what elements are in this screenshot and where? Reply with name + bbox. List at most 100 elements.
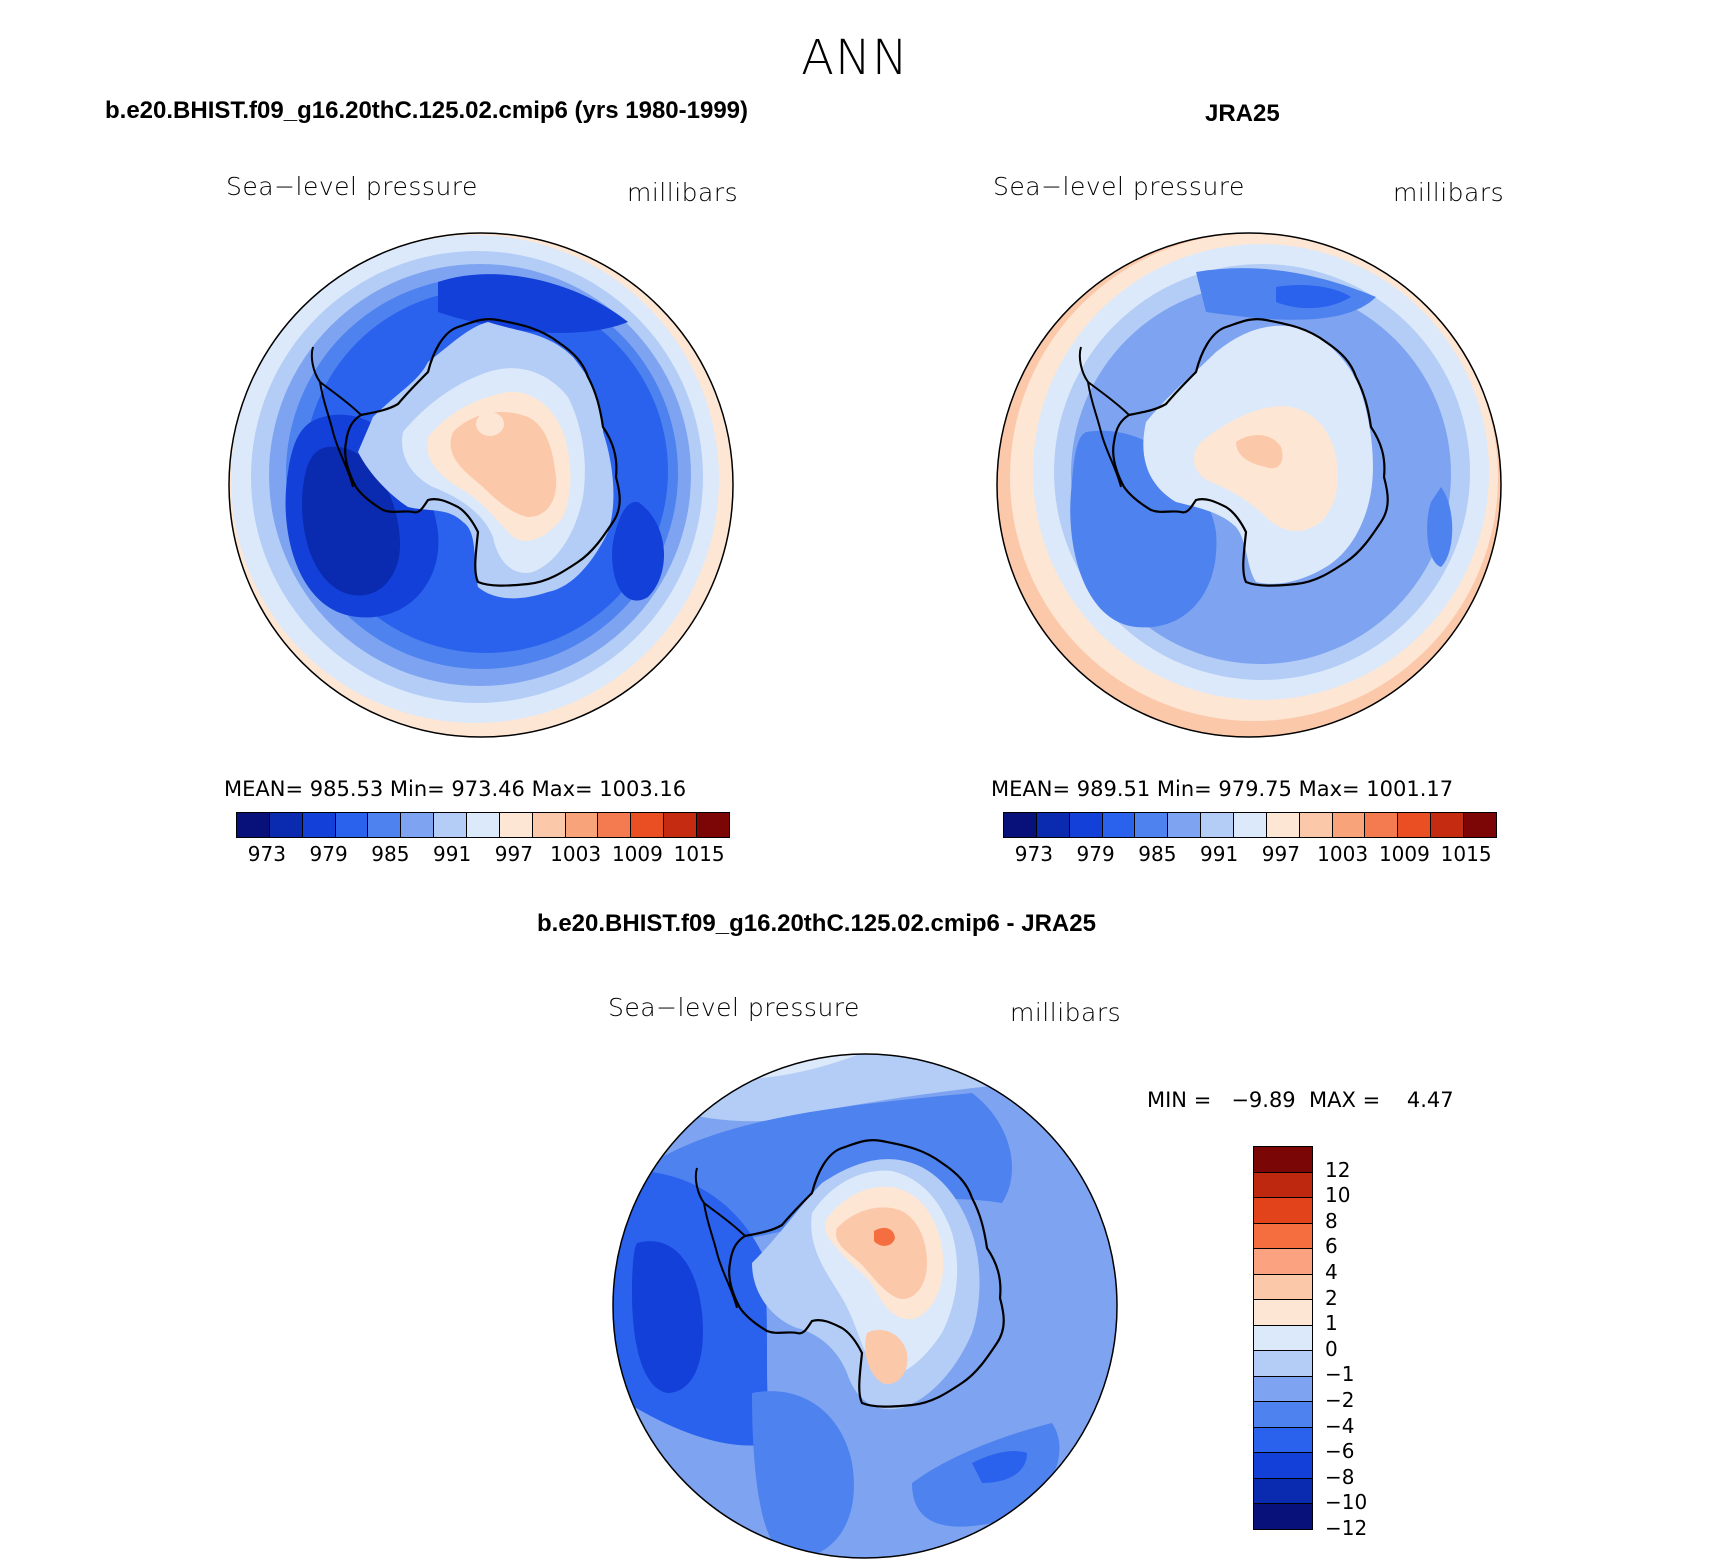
diff-blue-south: [752, 1391, 854, 1558]
diff-colorbar-ticks: 12 10 8 6 4 2 1 0 −1 −2 −4 −6 −8 −10 −12: [1325, 1146, 1425, 1546]
model-tick: 985: [371, 842, 410, 866]
model-colorbar-swatch: [434, 813, 468, 837]
obs-colorbar-swatch: [1365, 813, 1399, 837]
diff-polar-map: [612, 1053, 1118, 1559]
model-colorbar-swatch: [631, 813, 665, 837]
obs-tick: 985: [1138, 842, 1177, 866]
diff-tick: −1: [1325, 1362, 1355, 1387]
diff-peninsula: [694, 1167, 746, 1309]
obs-stats: MEAN= 989.51 Min= 979.75 Max= 1001.17: [991, 777, 1454, 801]
model-tick: 1015: [673, 842, 725, 866]
model-tick: 1009: [611, 842, 663, 866]
obs-tick: 997: [1261, 842, 1300, 866]
diff-colorbar-swatch: [1254, 1402, 1312, 1428]
model-colorbar-swatch: [237, 813, 270, 837]
diff-colorbar-swatch: [1254, 1172, 1312, 1199]
diff-colorbar-swatch: [1254, 1223, 1312, 1250]
obs-low-ross: [1427, 487, 1453, 567]
model-low-core: [302, 446, 401, 596]
obs-colorbar-swatch: [1036, 813, 1070, 837]
obs-tick: 979: [1076, 842, 1115, 866]
model-map-border: [228, 232, 734, 738]
diff-blue-west-core: [632, 1241, 703, 1393]
obs-coastline: [1112, 318, 1389, 587]
diff-colorbar-swatch: [1254, 1478, 1312, 1505]
diff-colorbar-swatch: [1254, 1376, 1312, 1403]
obs-low-top-core: [1276, 285, 1351, 309]
diff-variable-label: Sea−level pressure: [608, 993, 860, 1022]
diff-colorbar-swatch: [1254, 1453, 1312, 1479]
model-colorbar-swatch: [269, 813, 303, 837]
obs-variable-label: Sea−level pressure: [993, 172, 1245, 201]
diff-units-label: millibars: [1010, 998, 1122, 1027]
diff-panel-title: b.e20.BHIST.f09_g16.20thC.125.02.cmip6 -…: [537, 910, 1096, 937]
model-colorbar-swatch: [664, 813, 698, 837]
obs-tick: 1009: [1378, 842, 1430, 866]
obs-colorbar-swatch: [1004, 813, 1037, 837]
model-colorbar-swatch: [335, 813, 369, 837]
obs-polar-map: [996, 232, 1502, 738]
diff-tick: −6: [1325, 1439, 1355, 1464]
obs-units-label: millibars: [1393, 178, 1505, 207]
diff-colorbar-swatch: [1254, 1198, 1312, 1224]
obs-peninsula: [1078, 346, 1130, 488]
obs-colorbar-swatch: [1431, 813, 1465, 837]
model-polar-map: [228, 232, 734, 738]
diff-colorbar-swatch: [1254, 1274, 1312, 1301]
diff-land-hot: [874, 1227, 895, 1246]
obs-tick: 1015: [1440, 842, 1492, 866]
model-colorbar-swatch: [368, 813, 402, 837]
diff-colorbar-swatch: [1254, 1427, 1312, 1454]
obs-colorbar-swatch: [1102, 813, 1136, 837]
model-colorbar-swatch: [467, 813, 500, 837]
obs-map-border: [996, 232, 1502, 738]
diff-tick: −10: [1325, 1490, 1368, 1515]
model-land-4: [450, 412, 557, 517]
model-tick: 979: [309, 842, 348, 866]
obs-panel-title: JRA25: [1205, 100, 1280, 127]
obs-colorbar-swatch: [1201, 813, 1235, 837]
obs-colorbar-swatch: [1135, 813, 1169, 837]
diff-colorbar-swatch: [1254, 1504, 1312, 1529]
diff-tick: 10: [1325, 1183, 1351, 1208]
model-colorbar-swatch: [499, 813, 533, 837]
diff-tick: −4: [1325, 1413, 1355, 1438]
obs-colorbar-swatch: [1266, 813, 1300, 837]
diff-colorbar-swatch: [1254, 1249, 1312, 1275]
diff-tick: −2: [1325, 1388, 1355, 1412]
model-colorbar-swatch: [302, 813, 336, 837]
model-units-label: millibars: [627, 178, 739, 207]
diff-tick: 1: [1325, 1311, 1338, 1336]
obs-tick: 991: [1200, 842, 1239, 866]
model-stats: MEAN= 985.53 Min= 973.46 Max= 1003.16: [224, 777, 687, 801]
model-low-ross: [612, 501, 665, 601]
obs-land-warm-core: [1236, 435, 1283, 469]
obs-colorbar-swatch: [1168, 813, 1202, 837]
obs-land-warm: [1193, 406, 1338, 532]
obs-colorbar: [1003, 812, 1497, 838]
diff-colorbar-swatch: [1254, 1300, 1312, 1326]
model-colorbar-swatch: [697, 813, 729, 837]
diff-tick: 8: [1325, 1208, 1338, 1233]
page-title: ANN: [801, 30, 909, 86]
model-tick: 1003: [550, 842, 602, 866]
diff-tick: −12: [1325, 1516, 1368, 1540]
obs-tick: 973: [1014, 842, 1053, 866]
diff-colorbar: [1253, 1146, 1313, 1530]
diff-tick: 0: [1325, 1336, 1338, 1361]
diff-tick: 12: [1325, 1157, 1351, 1182]
model-tick: 973: [247, 842, 286, 866]
model-tick: 991: [433, 842, 472, 866]
model-coastline: [344, 318, 621, 587]
diff-colorbar-swatch: [1254, 1147, 1312, 1173]
model-colorbar-ticks: 973 979 985 991 997 1003 1009 1015: [236, 842, 730, 872]
diff-stats: MIN = −9.89 MAX = 4.47: [1147, 1088, 1454, 1112]
model-colorbar-swatch: [532, 813, 566, 837]
diff-colorbar-swatch: [1254, 1325, 1312, 1352]
obs-colorbar-ticks: 973 979 985 991 997 1003 1009 1015: [1003, 842, 1497, 872]
model-peninsula: [310, 346, 362, 488]
model-land-hole: [476, 412, 504, 436]
model-tick: 997: [494, 842, 533, 866]
model-variable-label: Sea−level pressure: [226, 172, 478, 201]
obs-colorbar-swatch: [1332, 813, 1366, 837]
